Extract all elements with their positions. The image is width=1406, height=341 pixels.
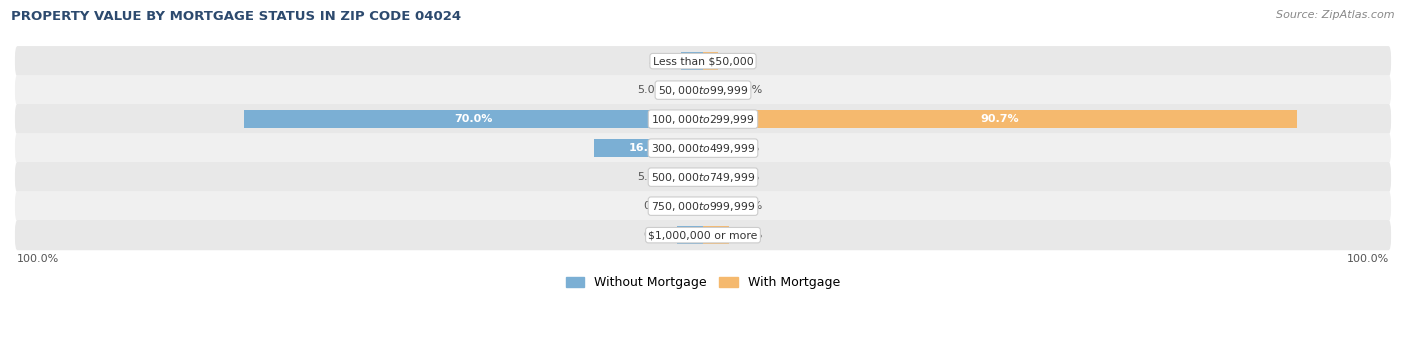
Text: 90.7%: 90.7% — [981, 114, 1019, 124]
Bar — [593, 139, 703, 157]
Bar — [671, 81, 703, 99]
Bar — [703, 52, 718, 70]
Text: Source: ZipAtlas.com: Source: ZipAtlas.com — [1277, 10, 1395, 20]
FancyBboxPatch shape — [15, 162, 1391, 192]
Text: 70.0%: 70.0% — [454, 114, 494, 124]
Bar — [703, 197, 730, 215]
Text: $750,000 to $999,999: $750,000 to $999,999 — [651, 200, 755, 213]
Bar — [676, 226, 703, 244]
Bar — [671, 168, 703, 186]
FancyBboxPatch shape — [15, 46, 1391, 76]
Bar — [676, 197, 703, 215]
Text: 5.0%: 5.0% — [637, 85, 665, 95]
Text: $300,000 to $499,999: $300,000 to $499,999 — [651, 142, 755, 155]
Text: 0.0%: 0.0% — [734, 85, 762, 95]
Text: 0.0%: 0.0% — [644, 201, 672, 211]
Legend: Without Mortgage, With Mortgage: Without Mortgage, With Mortgage — [561, 271, 845, 294]
Text: 100.0%: 100.0% — [17, 254, 59, 264]
Text: 0.0%: 0.0% — [644, 230, 672, 240]
Bar — [703, 226, 730, 244]
Text: 100.0%: 100.0% — [1347, 254, 1389, 264]
Bar — [682, 52, 703, 70]
Text: 3.5%: 3.5% — [731, 143, 759, 153]
FancyBboxPatch shape — [15, 191, 1391, 221]
Text: $500,000 to $749,999: $500,000 to $749,999 — [651, 170, 755, 184]
Text: 16.7%: 16.7% — [628, 143, 668, 153]
Text: 3.5%: 3.5% — [731, 172, 759, 182]
Bar — [703, 139, 725, 157]
Text: 0.0%: 0.0% — [734, 230, 762, 240]
Text: PROPERTY VALUE BY MORTGAGE STATUS IN ZIP CODE 04024: PROPERTY VALUE BY MORTGAGE STATUS IN ZIP… — [11, 10, 461, 23]
Text: $1,000,000 or more: $1,000,000 or more — [648, 230, 758, 240]
Text: Less than $50,000: Less than $50,000 — [652, 56, 754, 66]
Bar — [703, 168, 725, 186]
Text: 0.0%: 0.0% — [734, 201, 762, 211]
FancyBboxPatch shape — [15, 75, 1391, 105]
Text: $100,000 to $299,999: $100,000 to $299,999 — [651, 113, 755, 125]
FancyBboxPatch shape — [15, 104, 1391, 134]
FancyBboxPatch shape — [15, 133, 1391, 163]
Bar — [703, 110, 1298, 128]
FancyBboxPatch shape — [15, 220, 1391, 250]
Text: 3.3%: 3.3% — [648, 56, 676, 66]
Bar — [245, 110, 703, 128]
Text: $50,000 to $99,999: $50,000 to $99,999 — [658, 84, 748, 97]
Bar — [703, 81, 730, 99]
Text: 5.0%: 5.0% — [637, 172, 665, 182]
Text: 2.3%: 2.3% — [723, 56, 752, 66]
